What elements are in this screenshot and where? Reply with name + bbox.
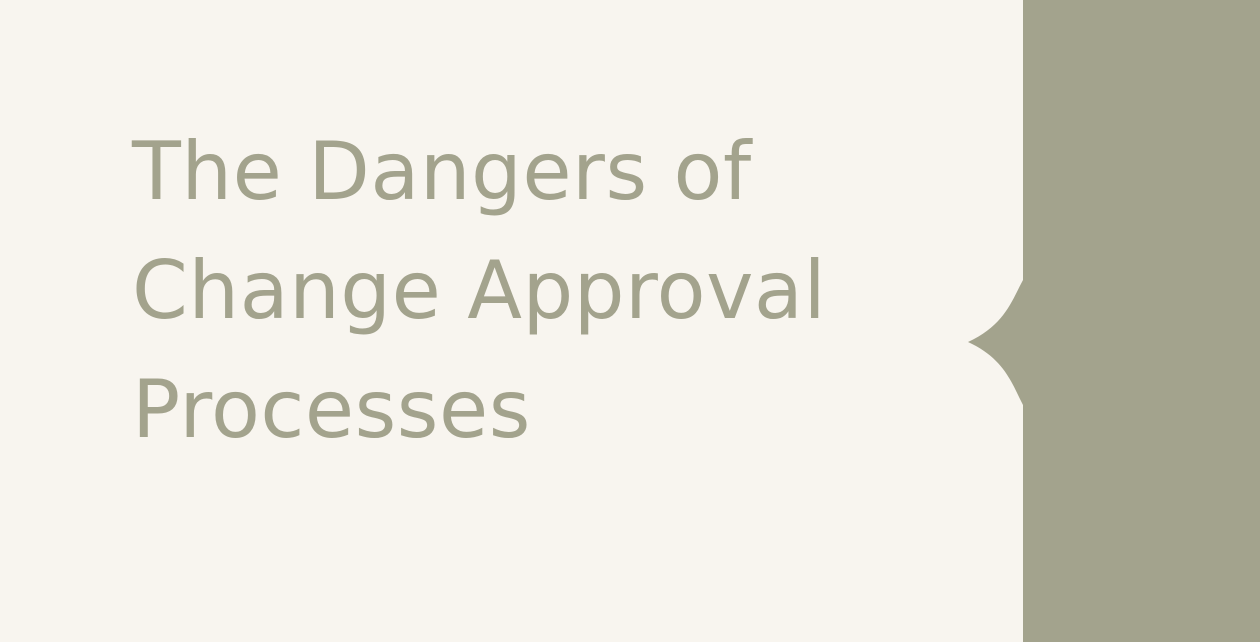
title-line-1: The Dangers of	[132, 125, 752, 218]
title-line-3: Processes	[132, 363, 531, 456]
page-title: The Dangers of Change Approval Processes	[132, 112, 952, 469]
title-line-2: Change Approval	[132, 244, 827, 337]
decorative-notch-shape	[968, 280, 1030, 405]
decorative-side-panel	[1023, 0, 1260, 642]
